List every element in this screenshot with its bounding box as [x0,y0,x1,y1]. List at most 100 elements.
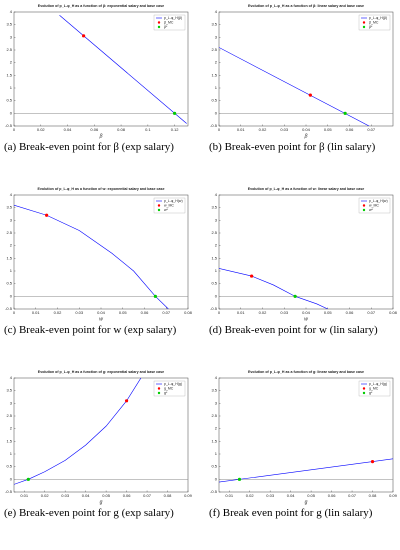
y-tick-label: 2.5 [6,47,12,52]
x-tick-label: 0.12 [171,127,180,132]
y-tick-label: -0.5 [210,123,218,128]
x-tick-label: 0.07 [367,127,376,132]
point [343,111,347,115]
x-tick-label: 0.04 [287,493,296,498]
x-tick-label: 0.01 [32,310,41,315]
legend-swatch [157,208,161,212]
y-tick-label: 2.5 [211,47,217,52]
y-tick-label: 1.5 [211,255,217,260]
plot-title: Evolution of p_L-φ_H as a function of g:… [248,370,364,374]
y-tick-label: 1.5 [6,255,12,260]
curve [219,268,328,309]
point [124,399,129,403]
x-tick-label: 0.03 [61,493,70,498]
x-tick-label: 0.04 [82,493,91,498]
y-tick-label: 4 [10,192,13,197]
x-tick-label: 0 [13,310,16,315]
plot-title: Evolution of p_L-φ_H as a function of β:… [248,4,364,8]
y-tick-label: 0 [10,110,13,115]
y-tick-label: 1 [10,268,13,273]
x-tick-label: 0.01 [20,493,29,498]
x-tick-label: 0.03 [266,493,275,498]
plot-area [218,11,394,127]
y-tick-label: 3.5 [211,205,217,210]
y-tick-label: 0 [215,110,218,115]
legend-label: w_MC [164,203,174,207]
x-axis-label: g [100,499,103,505]
point [45,213,49,217]
y-tick-label: -0.5 [210,306,218,311]
legend-label: p_L-φ_H(w) [369,199,388,203]
x-tick-label: 0.06 [90,127,99,132]
x-tick-label: 0.08 [164,493,173,498]
legend-label: p_L-φ_H(w) [164,199,183,203]
y-tick-label: 3.5 [211,22,217,27]
legend-label: p_L-φ_H(g) [369,382,387,386]
x-axis-label: β [304,133,308,139]
y-tick-label: 3 [10,34,13,39]
legend-label: w_MC [369,203,379,207]
legend-label: p_L-φ_H(β) [369,16,387,20]
x-tick-label: 0.01 [225,493,234,498]
legend-label: w* [164,208,169,212]
legend-box [153,197,186,214]
legend-box [153,380,186,397]
y-tick-label: 2 [10,426,13,431]
legend-box [153,14,186,31]
x-tick-label: 0.04 [302,127,311,132]
legend-label: w* [369,208,374,212]
caption: (a) Break-even point for β (exp salary) [4,141,174,153]
y-tick-label: 0.5 [6,281,12,286]
y-tick-label: 2.5 [6,230,12,235]
x-tick-label: 0.09 [389,493,398,498]
y-tick-label: 0.5 [211,98,217,103]
caption: (c) Break-even point for w (exp salary) [4,324,177,336]
legend-label: β* [164,25,168,29]
legend-box [358,197,391,214]
x-tick-label: 0.06 [346,310,355,315]
y-tick-label: 3 [10,400,13,405]
legend-label: g* [369,391,373,395]
y-tick-label: 0 [215,293,218,298]
y-tick-label: 4 [10,9,13,14]
y-tick-label: 3 [215,34,218,39]
x-tick-label: 0.07 [143,493,152,498]
caption: (f) Break even point for g (lin salary) [209,507,373,519]
legend-swatch [157,391,161,395]
x-axis-label: g [305,499,308,505]
point [153,294,157,298]
y-tick-label: 2 [215,243,218,248]
y-tick-label: 0.5 [211,281,217,286]
y-tick-label: 2 [215,60,218,65]
x-tick-label: 0.06 [123,493,132,498]
legend-box [358,14,391,31]
y-tick-label: -0.5 [5,306,13,311]
y-tick-label: 3 [10,217,13,222]
y-tick-label: 0 [10,293,13,298]
x-tick-label: 0.02 [37,127,46,132]
y-tick-label: -0.5 [5,489,13,494]
y-tick-label: -0.5 [5,123,13,128]
y-tick-label: 0.5 [6,464,12,469]
y-tick-label: 4 [215,375,218,380]
y-tick-label: 0 [10,476,13,481]
y-tick-label: 1.5 [211,72,217,77]
y-tick-label: 0.5 [6,98,12,103]
point [237,477,242,481]
point [293,294,297,298]
x-tick-label: 0.06 [141,310,150,315]
y-tick-label: 3 [215,400,218,405]
x-tick-label: 0.04 [64,127,73,132]
legend-swatch [362,208,366,212]
x-tick-label: 0.02 [54,310,63,315]
y-tick-label: 1 [215,268,218,273]
y-tick-label: 3 [215,217,218,222]
curve [14,378,142,485]
x-tick-label: 0.02 [41,493,50,498]
x-tick-label: 0.06 [328,493,337,498]
y-tick-label: 2.5 [211,230,217,235]
point [370,460,375,464]
x-tick-label: 0 [13,127,16,132]
y-tick-label: 1 [215,85,218,90]
x-tick-label: 0.06 [346,127,355,132]
